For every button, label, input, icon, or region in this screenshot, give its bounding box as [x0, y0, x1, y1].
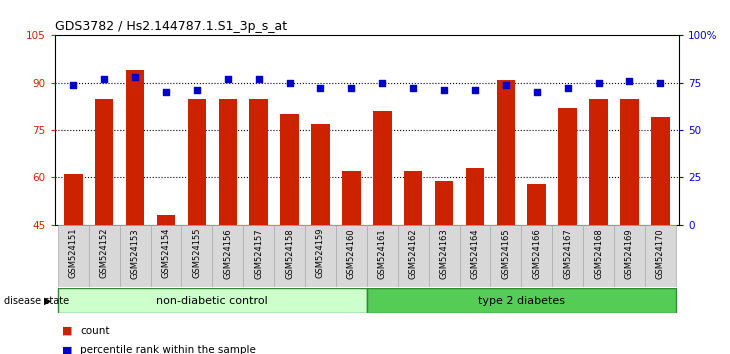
Bar — [218, 98, 237, 225]
Text: GSM524163: GSM524163 — [439, 228, 448, 279]
Point — [99, 76, 110, 82]
Bar — [157, 215, 175, 225]
Bar — [620, 98, 639, 225]
Bar — [64, 174, 82, 225]
Bar — [188, 98, 206, 225]
Text: GSM524157: GSM524157 — [254, 228, 264, 279]
Point — [222, 76, 234, 82]
Text: type 2 diabetes: type 2 diabetes — [478, 296, 565, 306]
Point — [469, 87, 481, 93]
Bar — [552, 225, 583, 287]
Bar — [274, 225, 305, 287]
Text: GSM524170: GSM524170 — [656, 228, 665, 279]
Bar — [89, 225, 120, 287]
Bar — [243, 225, 274, 287]
Point — [407, 86, 419, 91]
Bar — [280, 114, 299, 225]
Bar — [496, 80, 515, 225]
Text: GSM524156: GSM524156 — [223, 228, 232, 279]
Bar — [614, 225, 645, 287]
Bar — [212, 225, 243, 287]
Point — [284, 80, 296, 86]
Text: percentile rank within the sample: percentile rank within the sample — [80, 346, 256, 354]
Bar — [366, 288, 676, 313]
Bar — [528, 184, 546, 225]
Bar — [126, 70, 145, 225]
Point — [160, 89, 172, 95]
Text: GSM524168: GSM524168 — [594, 228, 603, 279]
Point — [345, 86, 357, 91]
Bar — [95, 98, 113, 225]
Text: GSM524166: GSM524166 — [532, 228, 541, 279]
Bar — [120, 225, 150, 287]
Bar — [429, 225, 459, 287]
Bar — [583, 225, 614, 287]
Bar — [589, 98, 608, 225]
Point — [191, 87, 203, 93]
Text: GSM524165: GSM524165 — [502, 228, 510, 279]
Bar — [336, 225, 367, 287]
Text: GSM524161: GSM524161 — [377, 228, 387, 279]
Text: count: count — [80, 326, 110, 336]
Bar — [459, 225, 491, 287]
Text: GSM524162: GSM524162 — [409, 228, 418, 279]
Bar — [342, 171, 361, 225]
Text: GSM524152: GSM524152 — [100, 228, 109, 278]
Text: GSM524169: GSM524169 — [625, 228, 634, 279]
Bar — [373, 111, 391, 225]
Text: ■: ■ — [62, 346, 72, 354]
Point — [655, 80, 666, 86]
Point — [129, 74, 141, 80]
Text: GDS3782 / Hs2.144787.1.S1_3p_s_at: GDS3782 / Hs2.144787.1.S1_3p_s_at — [55, 20, 287, 33]
Text: GSM524167: GSM524167 — [563, 228, 572, 279]
Point — [438, 87, 450, 93]
Text: ▶: ▶ — [44, 296, 51, 306]
Bar — [404, 171, 423, 225]
Bar — [305, 225, 336, 287]
Text: GSM524155: GSM524155 — [193, 228, 201, 278]
Bar — [398, 225, 429, 287]
Text: GSM524154: GSM524154 — [161, 228, 171, 278]
Bar — [58, 225, 89, 287]
Point — [562, 86, 574, 91]
Bar — [182, 225, 212, 287]
Bar — [645, 225, 676, 287]
Text: GSM524151: GSM524151 — [69, 228, 78, 278]
Bar — [435, 181, 453, 225]
Bar — [366, 225, 398, 287]
Text: GSM524164: GSM524164 — [470, 228, 480, 279]
Text: ■: ■ — [62, 326, 72, 336]
Bar — [466, 168, 484, 225]
Text: GSM524158: GSM524158 — [285, 228, 294, 279]
Bar — [651, 118, 669, 225]
Text: disease state: disease state — [4, 296, 69, 306]
Bar — [521, 225, 552, 287]
Text: GSM524153: GSM524153 — [131, 228, 139, 279]
Bar — [250, 98, 268, 225]
Point — [315, 86, 326, 91]
Text: non-diabetic control: non-diabetic control — [156, 296, 268, 306]
Bar — [491, 225, 521, 287]
Point — [531, 89, 542, 95]
Point — [593, 80, 604, 86]
Bar — [150, 225, 182, 287]
Bar — [311, 124, 330, 225]
Point — [623, 78, 635, 84]
Bar — [58, 288, 366, 313]
Point — [377, 80, 388, 86]
Text: GSM524159: GSM524159 — [316, 228, 325, 278]
Point — [67, 82, 79, 87]
Point — [253, 76, 264, 82]
Text: GSM524160: GSM524160 — [347, 228, 356, 279]
Point — [500, 82, 512, 87]
Bar — [558, 108, 577, 225]
